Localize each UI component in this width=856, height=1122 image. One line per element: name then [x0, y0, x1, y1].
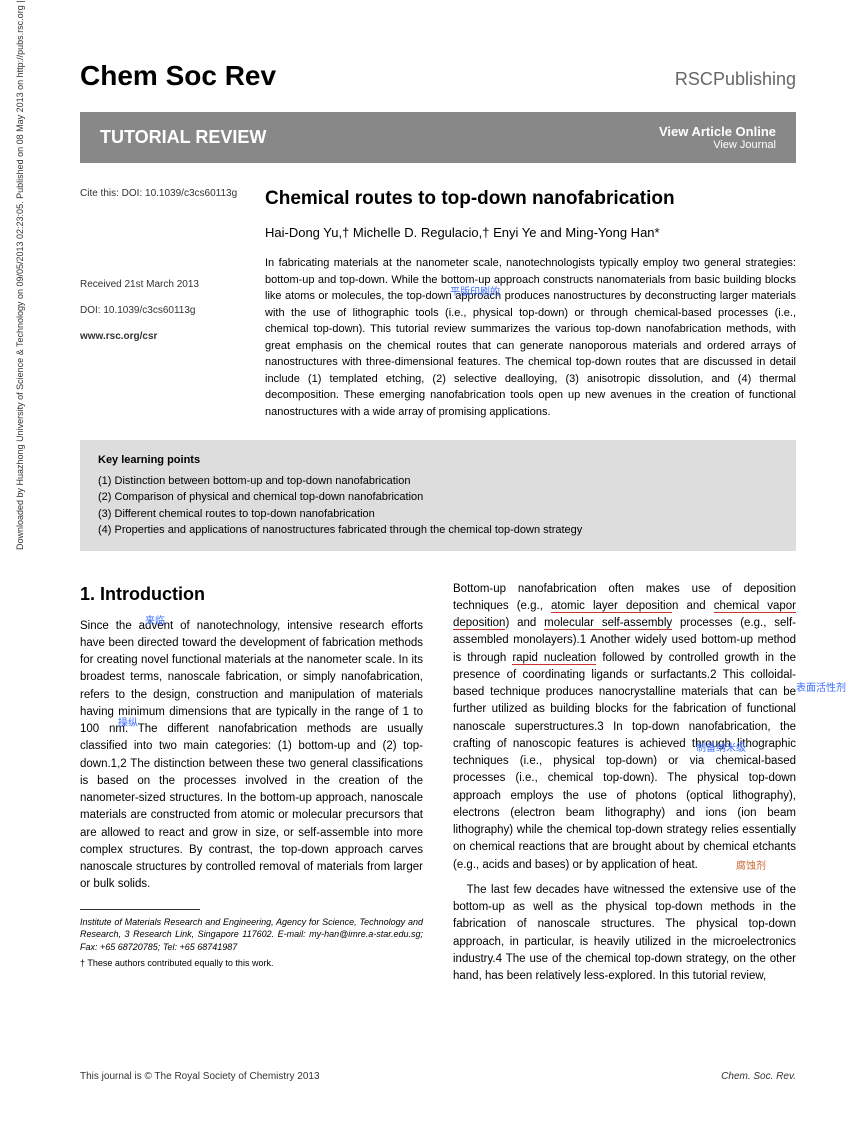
key-learning-points-box: Key learning points (1) Distinction betw… — [80, 440, 796, 551]
affiliation-footnote: Institute of Materials Research and Engi… — [80, 916, 423, 954]
copyright: This journal is © The Royal Society of C… — [80, 1071, 320, 1082]
key-learning-title: Key learning points — [98, 452, 778, 469]
annotation-surfactant: 表面活性剂 — [796, 681, 846, 696]
publisher-rsc: RSC — [675, 69, 713, 89]
publisher-pub: Publishing — [713, 69, 796, 89]
journal-name: Chem Soc Rev — [80, 60, 276, 92]
banner-links: View Article Online View Journal — [659, 124, 776, 151]
header-content: Cite this: DOI: 10.1039/c3cs60113g Recei… — [80, 188, 796, 420]
article-title: Chemical routes to top-down nanofabricat… — [265, 188, 796, 210]
received-date: Received 21st March 2013 — [80, 279, 240, 290]
download-citation-sidebar: Downloaded by Huazhong University of Sci… — [15, 0, 25, 550]
footnote-separator — [80, 909, 200, 910]
left-text-column: 1. Introduction 来临 操纵 Since the advent o… — [80, 581, 423, 994]
key-point-2: (2) Comparison of physical and chemical … — [98, 489, 778, 506]
contribution-footnote: † These authors contributed equally to t… — [80, 957, 423, 970]
annotation-manipulation: 操纵 — [118, 716, 138, 731]
publisher-logo: RSCPublishing — [675, 69, 796, 90]
key-point-4: (4) Properties and applications of nanos… — [98, 522, 778, 539]
annotation-lithographic: 平版印刷的 — [450, 285, 500, 300]
abstract: In fabricating materials at the nanomete… — [265, 255, 796, 420]
journal-url[interactable]: www.rsc.org/csr — [80, 331, 240, 342]
section-1-heading: 1. Introduction — [80, 581, 423, 608]
article-type-banner: TUTORIAL REVIEW View Article Online View… — [80, 112, 796, 163]
annotation-nanoscopic: 制备纳米级 — [696, 741, 746, 756]
title-abstract-column: Chemical routes to top-down nanofabricat… — [265, 188, 796, 420]
intro-paragraph: Since the advent of nanotechnology, inte… — [80, 618, 423, 894]
view-article-link[interactable]: View Article Online — [659, 124, 776, 139]
view-journal-link[interactable]: View Journal — [659, 139, 776, 151]
annotation-advent: 来临 — [145, 614, 165, 629]
journal-abbrev: Chem. Soc. Rev. — [721, 1071, 796, 1082]
col2-paragraph-1: Bottom-up nanofabrication often makes us… — [453, 581, 796, 874]
journal-header: Chem Soc Rev RSCPublishing — [80, 60, 796, 92]
cite-this: Cite this: DOI: 10.1039/c3cs60113g — [80, 188, 240, 199]
page-footer: This journal is © The Royal Society of C… — [80, 1071, 796, 1082]
key-point-3: (3) Different chemical routes to top-dow… — [98, 506, 778, 523]
col2-paragraph-2: The last few decades have witnessed the … — [453, 882, 796, 986]
page-content: Chem Soc Rev RSCPublishing TUTORIAL REVI… — [0, 0, 856, 1033]
body-text: 1. Introduction 来临 操纵 Since the advent o… — [80, 581, 796, 994]
annotation-etchant: 腐蚀剂 — [736, 859, 766, 874]
article-type: TUTORIAL REVIEW — [100, 127, 266, 148]
doi: DOI: 10.1039/c3cs60113g — [80, 305, 240, 316]
key-point-1: (1) Distinction between bottom-up and to… — [98, 473, 778, 490]
right-text-column: Bottom-up nanofabrication often makes us… — [453, 581, 796, 994]
authors: Hai-Dong Yu,† Michelle D. Regulacio,† En… — [265, 225, 796, 240]
meta-column: Cite this: DOI: 10.1039/c3cs60113g Recei… — [80, 188, 240, 420]
